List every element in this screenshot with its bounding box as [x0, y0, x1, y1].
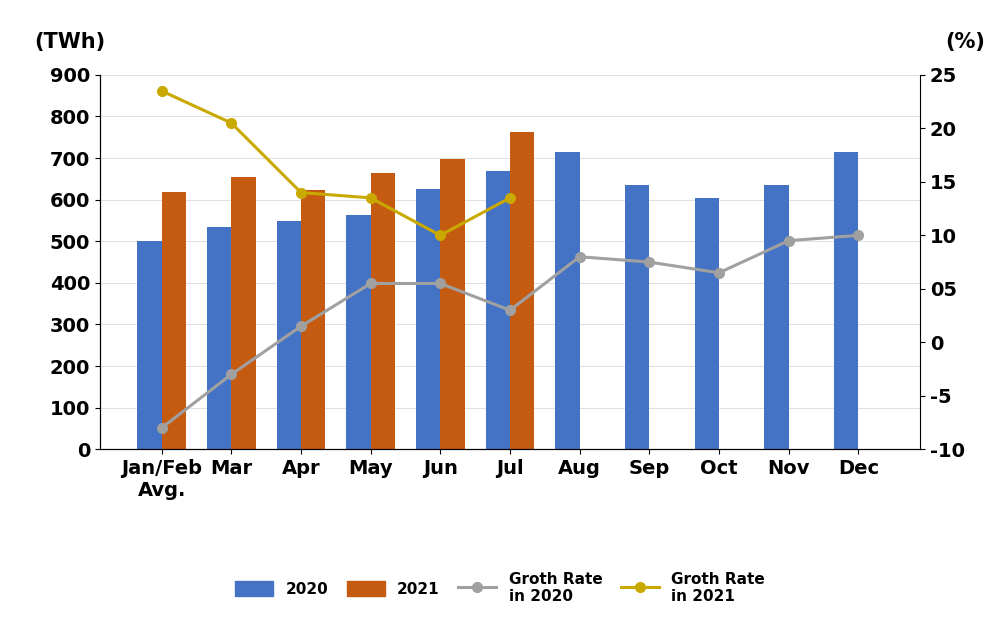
Bar: [695, 198, 719, 449]
Bar: [371, 173, 395, 449]
Bar: [277, 222, 301, 449]
Bar: [510, 132, 534, 449]
Bar: [486, 172, 510, 449]
Bar: [301, 190, 325, 449]
Bar: [764, 185, 789, 449]
Bar: [416, 189, 440, 449]
Bar: [137, 241, 162, 449]
Bar: [346, 215, 371, 449]
Text: (%): (%): [946, 32, 986, 52]
Bar: [440, 159, 465, 449]
Bar: [555, 152, 580, 449]
Legend: 2020, 2021, Groth Rate
in 2020, Groth Rate
in 2021: 2020, 2021, Groth Rate in 2020, Groth Ra…: [229, 565, 771, 610]
Bar: [162, 192, 186, 449]
Text: (TWh): (TWh): [34, 32, 106, 52]
Bar: [207, 227, 231, 449]
Bar: [625, 185, 649, 449]
Bar: [834, 152, 858, 449]
Bar: [231, 177, 256, 449]
